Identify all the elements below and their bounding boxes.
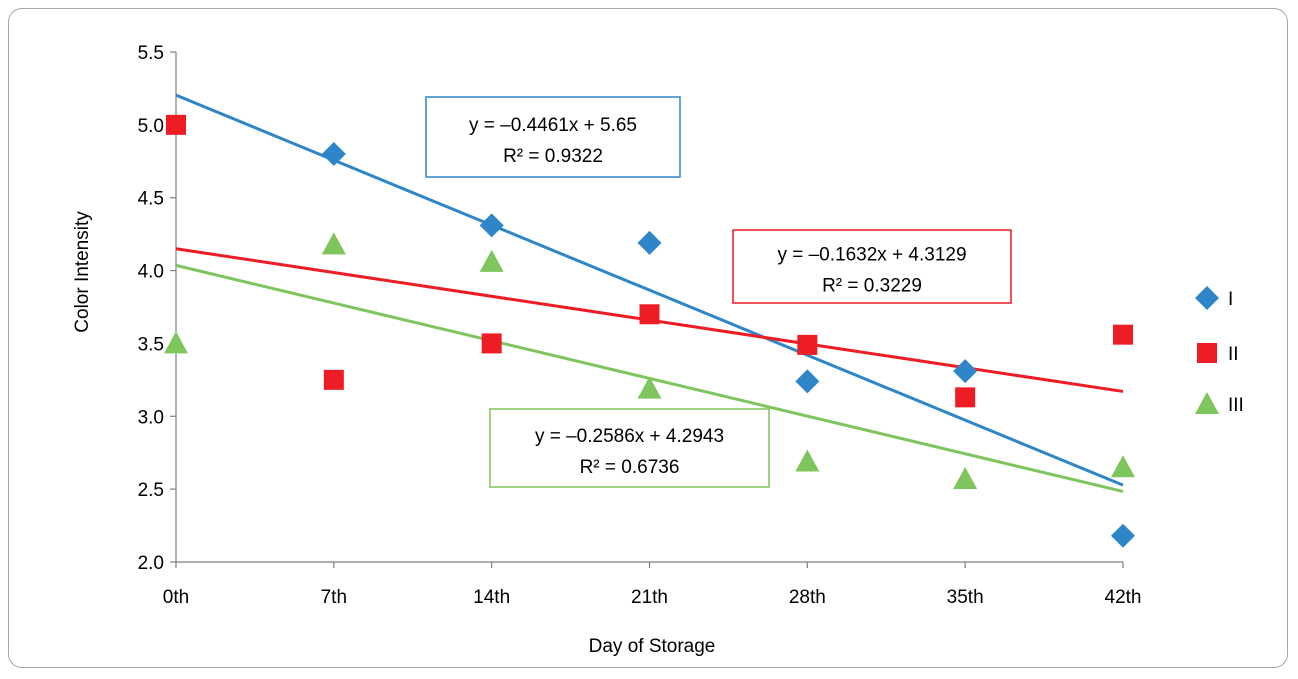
x-tick-label: 35th	[947, 587, 984, 608]
point-II-14th	[481, 333, 502, 354]
point-III-28th	[795, 449, 820, 472]
point-II-21th	[639, 304, 660, 325]
x-axis-title: Day of Storage	[589, 636, 716, 657]
y-tick-label: 2.5	[138, 480, 164, 501]
trendline-equation: y = –0.4461x + 5.65	[469, 115, 637, 136]
y-tick-label: 2.0	[138, 553, 164, 574]
point-II-7th	[323, 369, 344, 390]
point-III-42th	[1111, 455, 1135, 478]
legend-label: III	[1228, 395, 1244, 416]
y-tick-label: 3.5	[138, 334, 164, 355]
x-tick-label: 0th	[163, 587, 189, 608]
x-tick-label: 7th	[321, 587, 347, 608]
point-III-35th	[953, 466, 978, 489]
equation-box-border	[732, 229, 1012, 304]
data-points	[164, 114, 1135, 548]
legend-item-II: II	[1197, 343, 1239, 365]
equation-boxes: y = –0.4461x + 5.65 R² = 0.9322 y = –0.163…	[425, 96, 1012, 488]
x-tick-label: 28th	[789, 587, 826, 608]
point-III-0th	[164, 331, 188, 354]
x-tick-label: 42th	[1105, 587, 1142, 608]
equation-box-border	[425, 96, 681, 178]
equation-box-III: y = –0.2586x + 4.2943 R² = 0.6736	[489, 408, 770, 488]
point-I-35th	[953, 359, 978, 384]
equation-box-border	[489, 408, 770, 488]
legend-item-III: III	[1195, 392, 1244, 416]
legend-label: I	[1228, 289, 1233, 310]
legend-label: II	[1228, 344, 1239, 365]
trendline-r2: R² = 0.6736	[580, 457, 680, 478]
y-tick-label: 5.5	[138, 43, 164, 64]
legend-item-I: I	[1195, 286, 1233, 310]
trendline-r2: R² = 0.3229	[822, 276, 922, 297]
point-II-35th	[955, 387, 976, 408]
point-II-0th	[166, 114, 186, 135]
y-tick-label: 4.5	[138, 189, 164, 210]
y-tick-label: 5.0	[138, 116, 164, 137]
trendline-equation: y = –0.1632x + 4.3129	[777, 245, 966, 266]
y-axis-title: Color Intensity	[72, 211, 93, 333]
point-I-42th	[1111, 523, 1135, 548]
axes: 2.0 2.5 3.0 3.5 4.0 4.5 5.0 5.5 0th 7th 14th 21th 28…	[138, 43, 1142, 608]
point-I-28th	[795, 369, 820, 394]
point-III-21th	[637, 376, 662, 399]
equation-box-II: y = –0.1632x + 4.3129 R² = 0.3229	[732, 229, 1012, 304]
y-tick-label: 4.0	[138, 262, 164, 283]
point-I-7th	[321, 142, 346, 166]
point-I-14th	[479, 213, 504, 238]
legend-marker-II	[1197, 343, 1217, 363]
x-tick-label: 21th	[631, 587, 668, 608]
trendline-equation: y = –0.2586x + 4.2943	[535, 426, 724, 447]
point-II-42th	[1113, 324, 1133, 345]
legend-marker-I	[1195, 286, 1219, 310]
legend-marker-III	[1195, 392, 1219, 414]
point-II-28th	[797, 334, 818, 355]
point-III-7th	[321, 232, 346, 255]
x-tick-label: 14th	[473, 587, 510, 608]
point-I-21th	[637, 230, 662, 255]
y-tick-label: 3.0	[138, 407, 164, 428]
trendline-r2: R² = 0.9322	[503, 146, 603, 167]
point-III-14th	[479, 249, 504, 272]
equation-box-I: y = –0.4461x + 5.65 R² = 0.9322	[425, 96, 681, 178]
